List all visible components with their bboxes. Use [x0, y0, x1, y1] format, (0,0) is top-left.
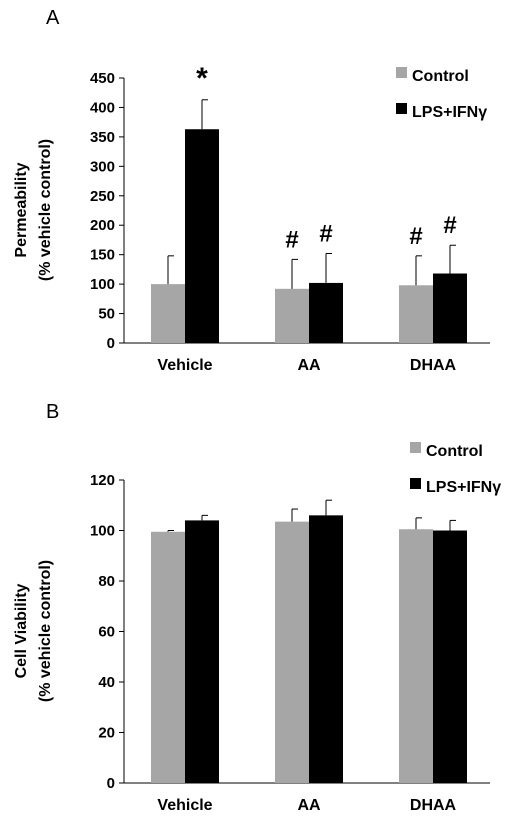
bar-control-vehicle [151, 284, 185, 343]
bar-control-dhaa [399, 285, 433, 343]
y-tick-label: 200 [90, 217, 115, 234]
significance-hash: # [443, 212, 456, 239]
y-tick-label: 300 [90, 158, 115, 175]
y-tick-label: 450 [90, 70, 115, 87]
bar-lps-ifng-dhaa [433, 530, 467, 783]
bar-control-aa [275, 288, 309, 343]
y-tick-label: 50 [98, 306, 115, 323]
x-category-label: AA [297, 797, 321, 814]
y-axis-label: Cell Viability [13, 583, 30, 678]
significance-hash: # [319, 220, 332, 247]
y-tick-label: 60 [98, 624, 115, 641]
x-category-label: Vehicle [157, 357, 212, 374]
y-tick-label: 40 [98, 674, 115, 691]
y-axis-label: (% vehicle control) [37, 139, 54, 281]
y-tick-label: 20 [98, 725, 115, 742]
y-axis-label: (% vehicle control) [37, 560, 54, 702]
y-tick-label: 100 [90, 276, 115, 293]
legend-label: LPS+IFNγ [412, 104, 487, 121]
legend-swatch [396, 103, 407, 114]
bar-control-vehicle [151, 531, 185, 783]
x-category-label: Vehicle [157, 797, 212, 814]
significance-hash: # [409, 223, 422, 250]
significance-hash: # [285, 226, 298, 253]
bar-lps-ifng-aa [309, 515, 343, 783]
y-tick-label: 400 [90, 99, 115, 116]
x-category-label: AA [297, 357, 321, 374]
chart-panel-b: B 0 20 40 60 80 100 120 Cell Viability (% vehicle… [13, 401, 501, 814]
y-tick-label: 100 [90, 523, 115, 540]
y-tick-label: 250 [90, 188, 115, 205]
legend-swatch [410, 478, 421, 489]
legend-swatch [396, 67, 407, 78]
panel-letter: A [46, 7, 60, 29]
panel-letter: B [46, 401, 59, 423]
y-axis-label: Permeability [13, 162, 30, 257]
y-tick-label: 0 [107, 775, 115, 792]
bar-lps-ifng-aa [309, 282, 343, 343]
bar-control-aa [275, 521, 309, 783]
x-category-label: DHAA [410, 797, 457, 814]
y-tick-label: 120 [90, 472, 115, 489]
bar-lps-ifng-vehicle [185, 520, 219, 783]
bar-control-dhaa [399, 529, 433, 783]
y-tick-label: 350 [90, 129, 115, 146]
x-category-label: DHAA [410, 357, 457, 374]
legend-label: Control [412, 68, 469, 85]
bar-lps-ifng-vehicle [185, 129, 219, 343]
y-tick-label: 80 [98, 573, 115, 590]
y-tick-label: 0 [107, 335, 115, 352]
significance-asterisk: * [196, 62, 208, 95]
chart-panel-a: A 0 50 100 150 200 250 300 350 400 450 Permeability… [13, 7, 490, 374]
bar-lps-ifng-dhaa [433, 273, 467, 343]
legend-label: Control [426, 443, 483, 460]
y-tick-label: 150 [90, 247, 115, 264]
legend-label: LPS+IFNγ [426, 479, 501, 496]
legend-swatch [410, 442, 421, 453]
